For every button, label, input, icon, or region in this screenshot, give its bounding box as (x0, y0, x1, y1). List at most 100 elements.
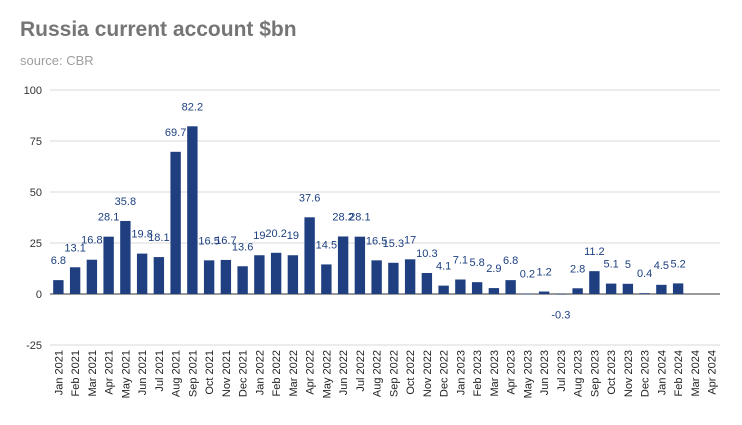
data-label: 69.7 (165, 127, 186, 139)
x-tick-label: Dec 2022 (439, 350, 451, 397)
bar (136, 253, 148, 294)
data-label: 4.5 (654, 260, 669, 272)
bar (153, 257, 165, 294)
bar (672, 283, 684, 294)
y-tick-label: 50 (30, 187, 42, 199)
bar (488, 288, 500, 294)
x-tick-label: Feb 2022 (271, 350, 283, 396)
data-label: 35.8 (115, 196, 136, 208)
x-tick-label: Feb 2021 (70, 350, 82, 396)
x-tick-label: Feb 2023 (472, 350, 484, 396)
data-label: 19 (287, 230, 299, 242)
bar (170, 151, 181, 294)
data-label: 1.2 (536, 267, 551, 279)
data-label: 5 (625, 259, 631, 271)
data-label: 0.2 (520, 269, 535, 281)
x-tick-label: Jan 2024 (656, 350, 668, 395)
bar (421, 272, 433, 294)
x-tick-label: Sep 2023 (589, 350, 601, 397)
data-label: 19 (253, 230, 265, 242)
data-label: 28.2 (332, 211, 353, 223)
bar (220, 259, 232, 294)
x-tick-label: Jun 2022 (338, 350, 350, 395)
x-tick-label: Sep 2022 (388, 350, 400, 397)
x-tick-label: Aug 2022 (372, 350, 384, 397)
y-tick-label: 25 (30, 238, 42, 250)
x-tick-label: Mar 2021 (87, 350, 99, 396)
data-label: 28.1 (349, 212, 370, 224)
x-tick-label: Aug 2023 (573, 350, 585, 397)
x-tick-label: Jan 2022 (254, 350, 266, 395)
data-label: 37.6 (299, 192, 320, 204)
x-tick-label: Apr 2024 (707, 350, 719, 395)
data-label: 5.2 (670, 258, 685, 270)
x-tick-label: Jul 2021 (154, 350, 166, 392)
data-label: 14.5 (316, 239, 337, 251)
data-label: 16.7 (215, 235, 236, 247)
data-label: 4.1 (436, 261, 451, 273)
data-label: -0.3 (551, 310, 570, 322)
bar (237, 266, 248, 294)
bar (438, 285, 449, 294)
x-tick-label: Nov 2022 (422, 350, 434, 397)
bar (371, 260, 382, 294)
x-tick-label: Jun 2023 (539, 350, 551, 395)
y-tick-label: -25 (26, 340, 42, 352)
data-label: 11.2 (584, 246, 605, 258)
bar (538, 291, 550, 294)
data-label: 15.3 (383, 238, 404, 250)
bar (455, 279, 466, 294)
bar (522, 293, 533, 295)
x-tick-label: Mar 2022 (288, 350, 300, 396)
x-tick-label: Apr 2021 (104, 350, 116, 395)
bar (53, 280, 64, 294)
data-label: 5.8 (469, 257, 484, 269)
bar (505, 280, 516, 294)
bar (622, 283, 634, 294)
x-tick-label: May 2021 (120, 350, 132, 398)
x-tick-label: Jul 2023 (556, 350, 568, 392)
data-label: 7.1 (453, 255, 468, 267)
chart-subtitle: source: CBR (20, 53, 94, 68)
x-tick-label: Dec 2021 (238, 350, 250, 397)
bar (304, 217, 315, 294)
data-label: 18.1 (148, 232, 169, 244)
x-tick-label: Aug 2021 (171, 350, 183, 397)
data-label: 13.1 (64, 242, 85, 254)
bar (270, 252, 282, 294)
bar (656, 284, 667, 294)
data-label: 16.5 (366, 235, 387, 247)
x-tick-label: May 2022 (321, 350, 333, 398)
x-tick-label: Mar 2024 (690, 350, 702, 396)
y-tick-label: 0 (36, 289, 42, 301)
x-tick-label: Jan 2023 (455, 350, 467, 395)
x-tick-label: Oct 2021 (204, 350, 216, 395)
data-label: 6.8 (503, 255, 518, 267)
bar (103, 236, 114, 294)
x-tick-label: Apr 2022 (305, 350, 317, 395)
data-label: 16.5 (198, 235, 219, 247)
x-tick-label: Oct 2022 (405, 350, 417, 395)
bar (555, 294, 567, 295)
bar (388, 262, 399, 294)
x-tick-label: Nov 2023 (623, 350, 635, 397)
y-tick-label: 75 (30, 136, 42, 148)
bar (203, 260, 215, 294)
bar (120, 220, 131, 294)
bar (287, 255, 299, 294)
data-label: 28.1 (98, 212, 119, 224)
bar (572, 288, 583, 294)
x-tick-label: Jan 2021 (53, 350, 65, 395)
data-label: 0.4 (637, 268, 652, 280)
chart-title: Russia current account $bn (20, 18, 297, 41)
x-tick-label: Dec 2023 (640, 350, 652, 397)
bar (187, 126, 198, 294)
bar (471, 282, 483, 294)
data-label: 2.9 (486, 263, 501, 275)
data-label: 20.2 (265, 228, 286, 240)
x-tick-label: Jun 2021 (137, 350, 149, 395)
bar (254, 255, 265, 294)
x-tick-label: Sep 2021 (187, 350, 199, 397)
x-tick-label: Mar 2023 (489, 350, 501, 396)
